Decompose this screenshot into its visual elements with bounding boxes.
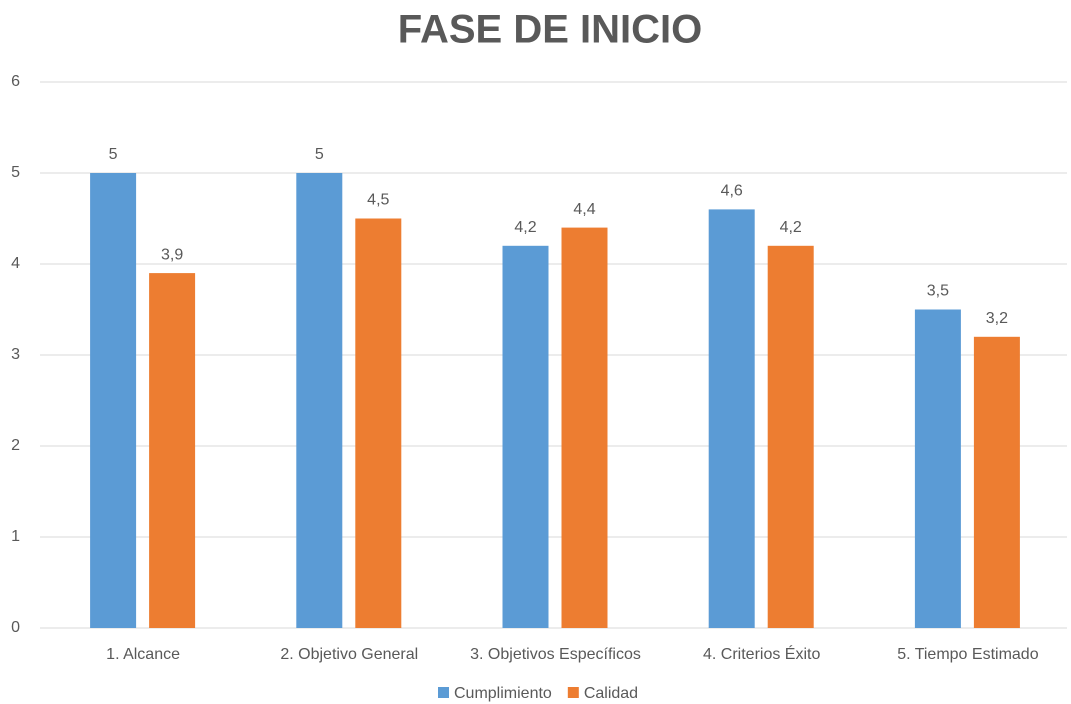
bar bbox=[502, 245, 549, 629]
data-label: 5 bbox=[109, 146, 118, 163]
bar bbox=[561, 227, 608, 628]
y-tick-label: 6 bbox=[11, 73, 20, 90]
bar bbox=[296, 173, 343, 628]
data-label: 3,2 bbox=[986, 310, 1008, 327]
y-tick-label: 3 bbox=[11, 346, 20, 363]
y-tick-label: 1 bbox=[11, 528, 20, 545]
data-label: 4,5 bbox=[367, 192, 389, 209]
legend-swatch bbox=[438, 687, 449, 698]
data-label: 3,9 bbox=[161, 246, 183, 263]
x-tick-label: 1. Alcance bbox=[106, 646, 180, 663]
bar bbox=[973, 336, 1020, 628]
y-tick-label: 2 bbox=[11, 437, 20, 454]
bar bbox=[767, 245, 814, 629]
y-tick-label: 5 bbox=[11, 164, 20, 181]
bar bbox=[90, 173, 137, 628]
x-tick-label: 3. Objetivos Específicos bbox=[470, 646, 641, 663]
legend-swatch bbox=[567, 687, 579, 698]
x-tick-label: 5. Tiempo Estimado bbox=[897, 646, 1039, 663]
x-tick-label: 2. Objetivo General bbox=[280, 646, 418, 663]
y-tick-label: 0 bbox=[11, 619, 20, 636]
y-tick-label: 4 bbox=[11, 255, 20, 272]
data-label: 3,5 bbox=[927, 283, 949, 300]
data-label: 5 bbox=[315, 146, 324, 163]
bar bbox=[708, 209, 755, 628]
data-label: 4,4 bbox=[573, 201, 595, 218]
legend-label: Calidad bbox=[584, 685, 638, 702]
data-label: 4,2 bbox=[780, 219, 802, 236]
bar bbox=[149, 273, 196, 628]
bar bbox=[355, 218, 402, 628]
x-tick-label: 4. Criterios Éxito bbox=[703, 644, 820, 663]
data-label: 4,6 bbox=[721, 183, 743, 200]
legend-label: Cumplimiento bbox=[454, 685, 552, 702]
bar bbox=[914, 309, 961, 628]
chart-title: FASE DE INICIO bbox=[398, 8, 703, 52]
data-label: 4,2 bbox=[514, 219, 536, 236]
